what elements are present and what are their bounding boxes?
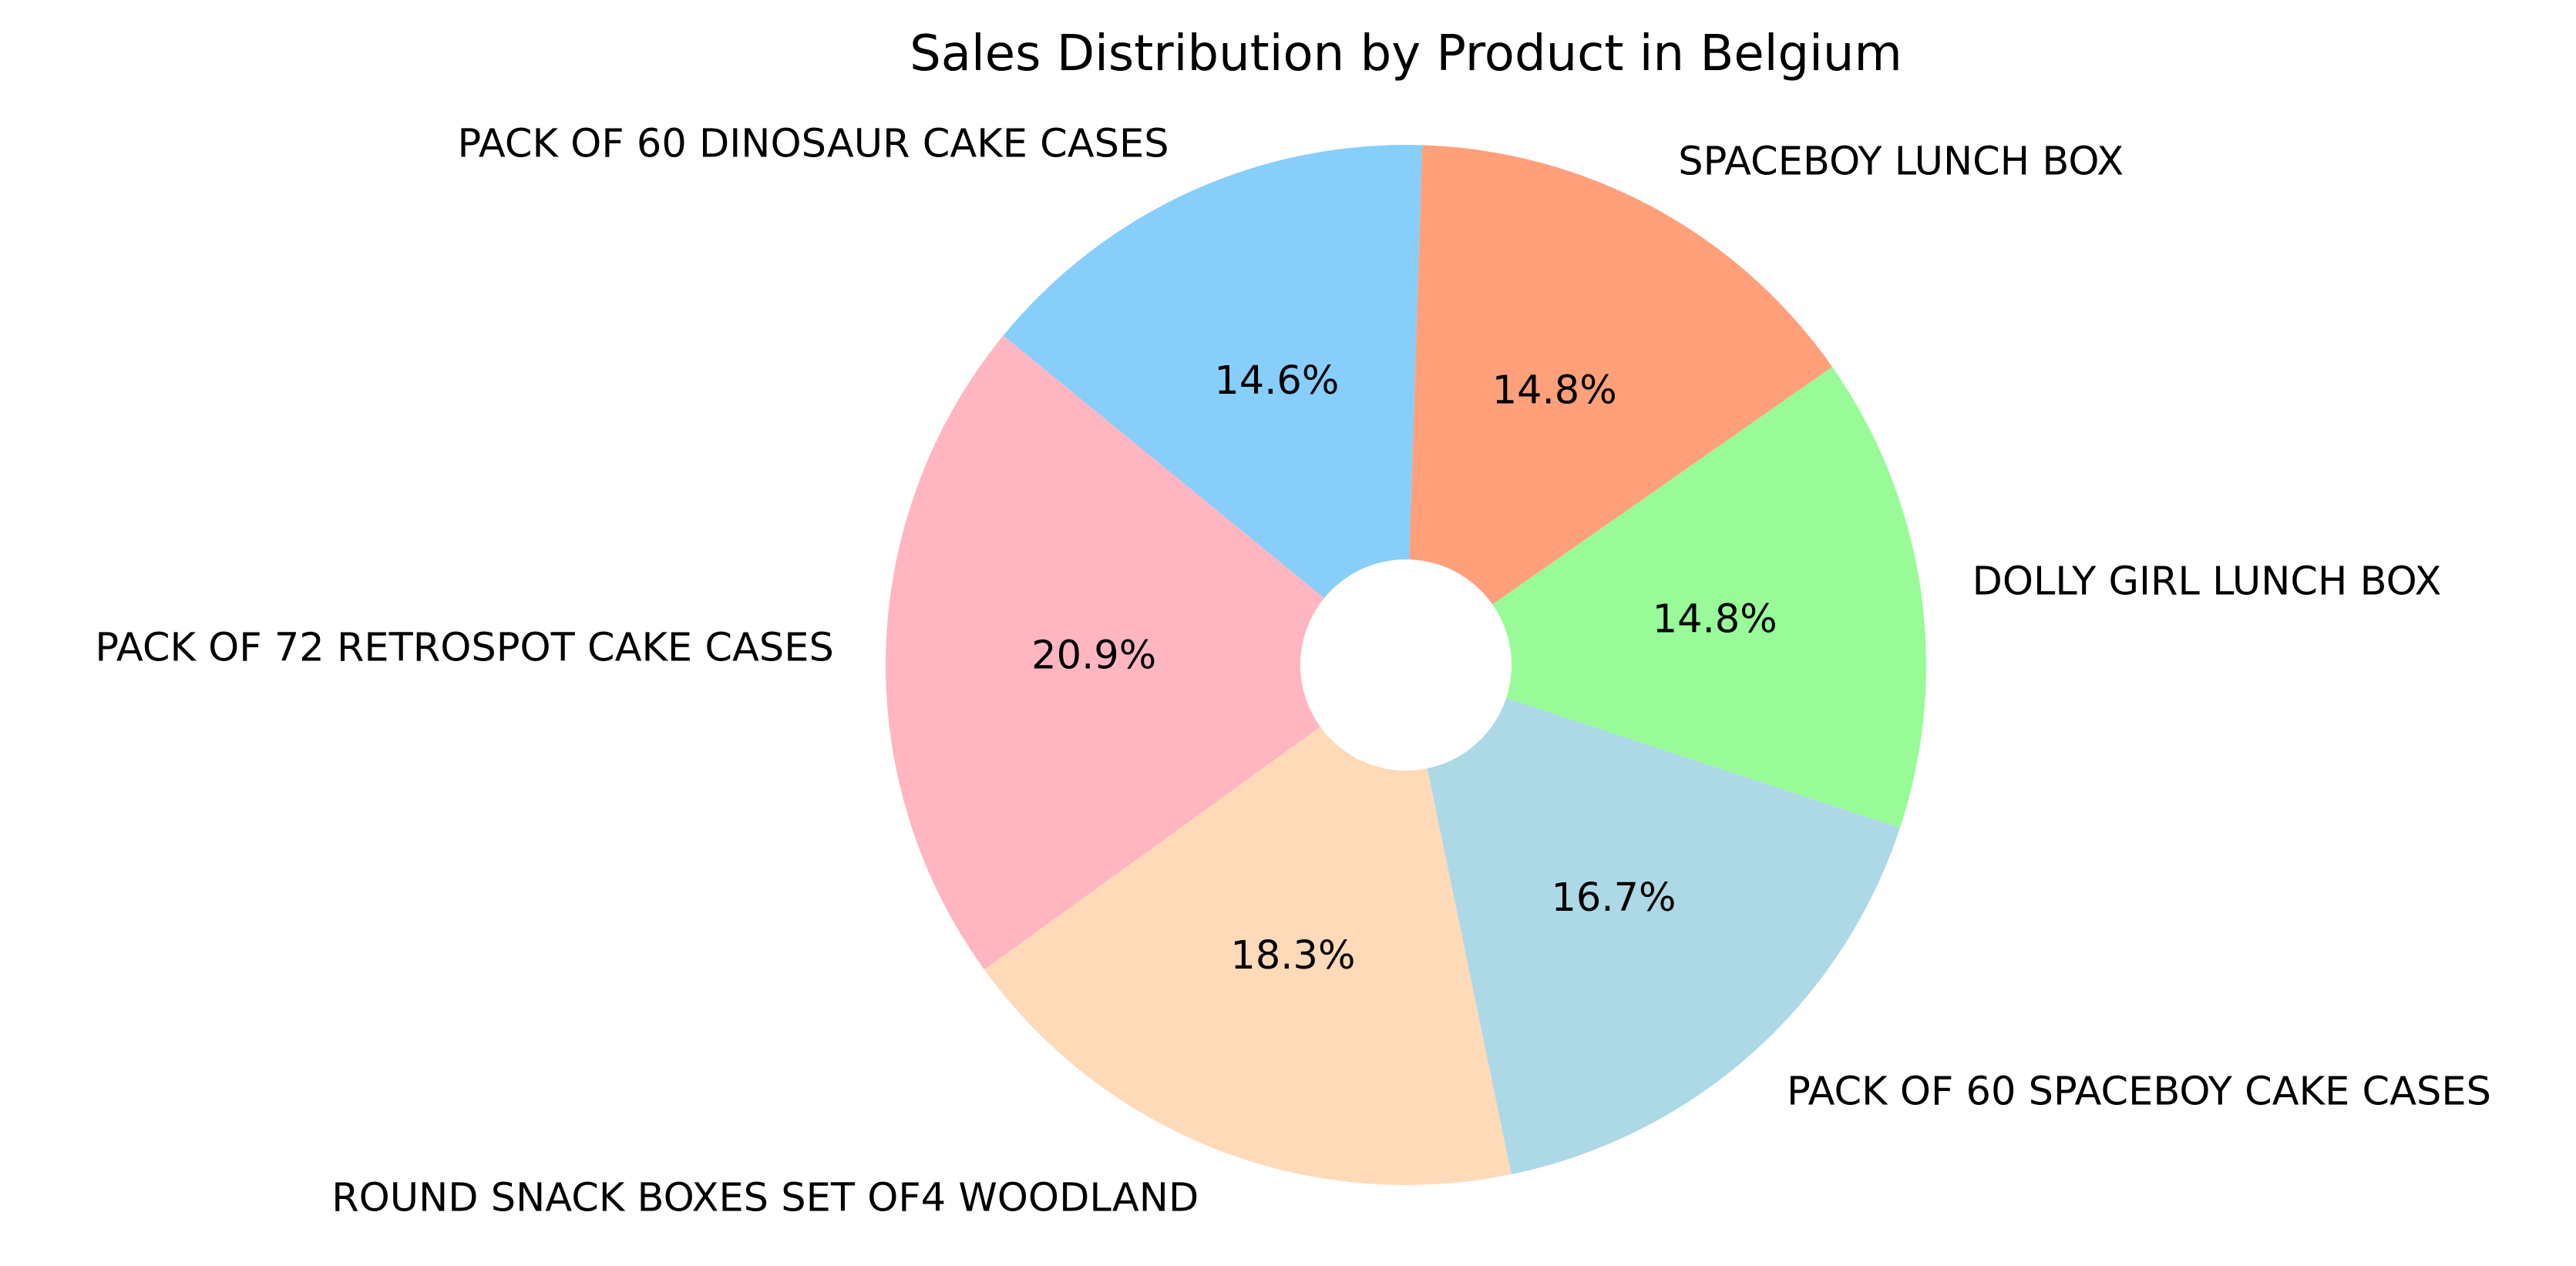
- slices-layer: [886, 145, 1926, 1185]
- slice-percent-label: 20.9%: [1031, 633, 1156, 678]
- pie-slice: [1406, 145, 1833, 665]
- slice-percent-label: 14.8%: [1492, 368, 1617, 413]
- chart-title: Sales Distribution by Product in Belgium: [910, 25, 1902, 82]
- donut-hole: [1300, 559, 1512, 771]
- slice-category-label: SPACEBOY LUNCH BOX: [1678, 139, 2124, 184]
- slice-category-label: PACK OF 60 SPACEBOY CAKE CASES: [1787, 1070, 2491, 1115]
- slice-category-label: DOLLY GIRL LUNCH BOX: [1972, 559, 2442, 605]
- slice-category-label: ROUND SNACK BOXES SET OF4 WOODLAND: [331, 1176, 1199, 1221]
- slice-category-label: PACK OF 72 RETROSPOT CAKE CASES: [95, 625, 833, 670]
- labels-layer: 14.6% PACK OF 60 DINOSAUR CAKE CASES 20.9%…: [95, 122, 2491, 1221]
- pie-slice: [886, 335, 1406, 970]
- pie-slice: [984, 665, 1512, 1185]
- pie-slice: [1406, 665, 1901, 1175]
- slice-category-label: PACK OF 60 DINOSAUR CAKE CASES: [457, 122, 1169, 167]
- pie-slice: [1003, 145, 1423, 665]
- pie-slice: [1406, 367, 1926, 828]
- slice-percent-label: 14.8%: [1653, 597, 1777, 643]
- slice-percent-label: 14.6%: [1214, 358, 1339, 404]
- slice-percent-label: 18.3%: [1230, 933, 1355, 979]
- slice-percent-label: 16.7%: [1551, 875, 1676, 921]
